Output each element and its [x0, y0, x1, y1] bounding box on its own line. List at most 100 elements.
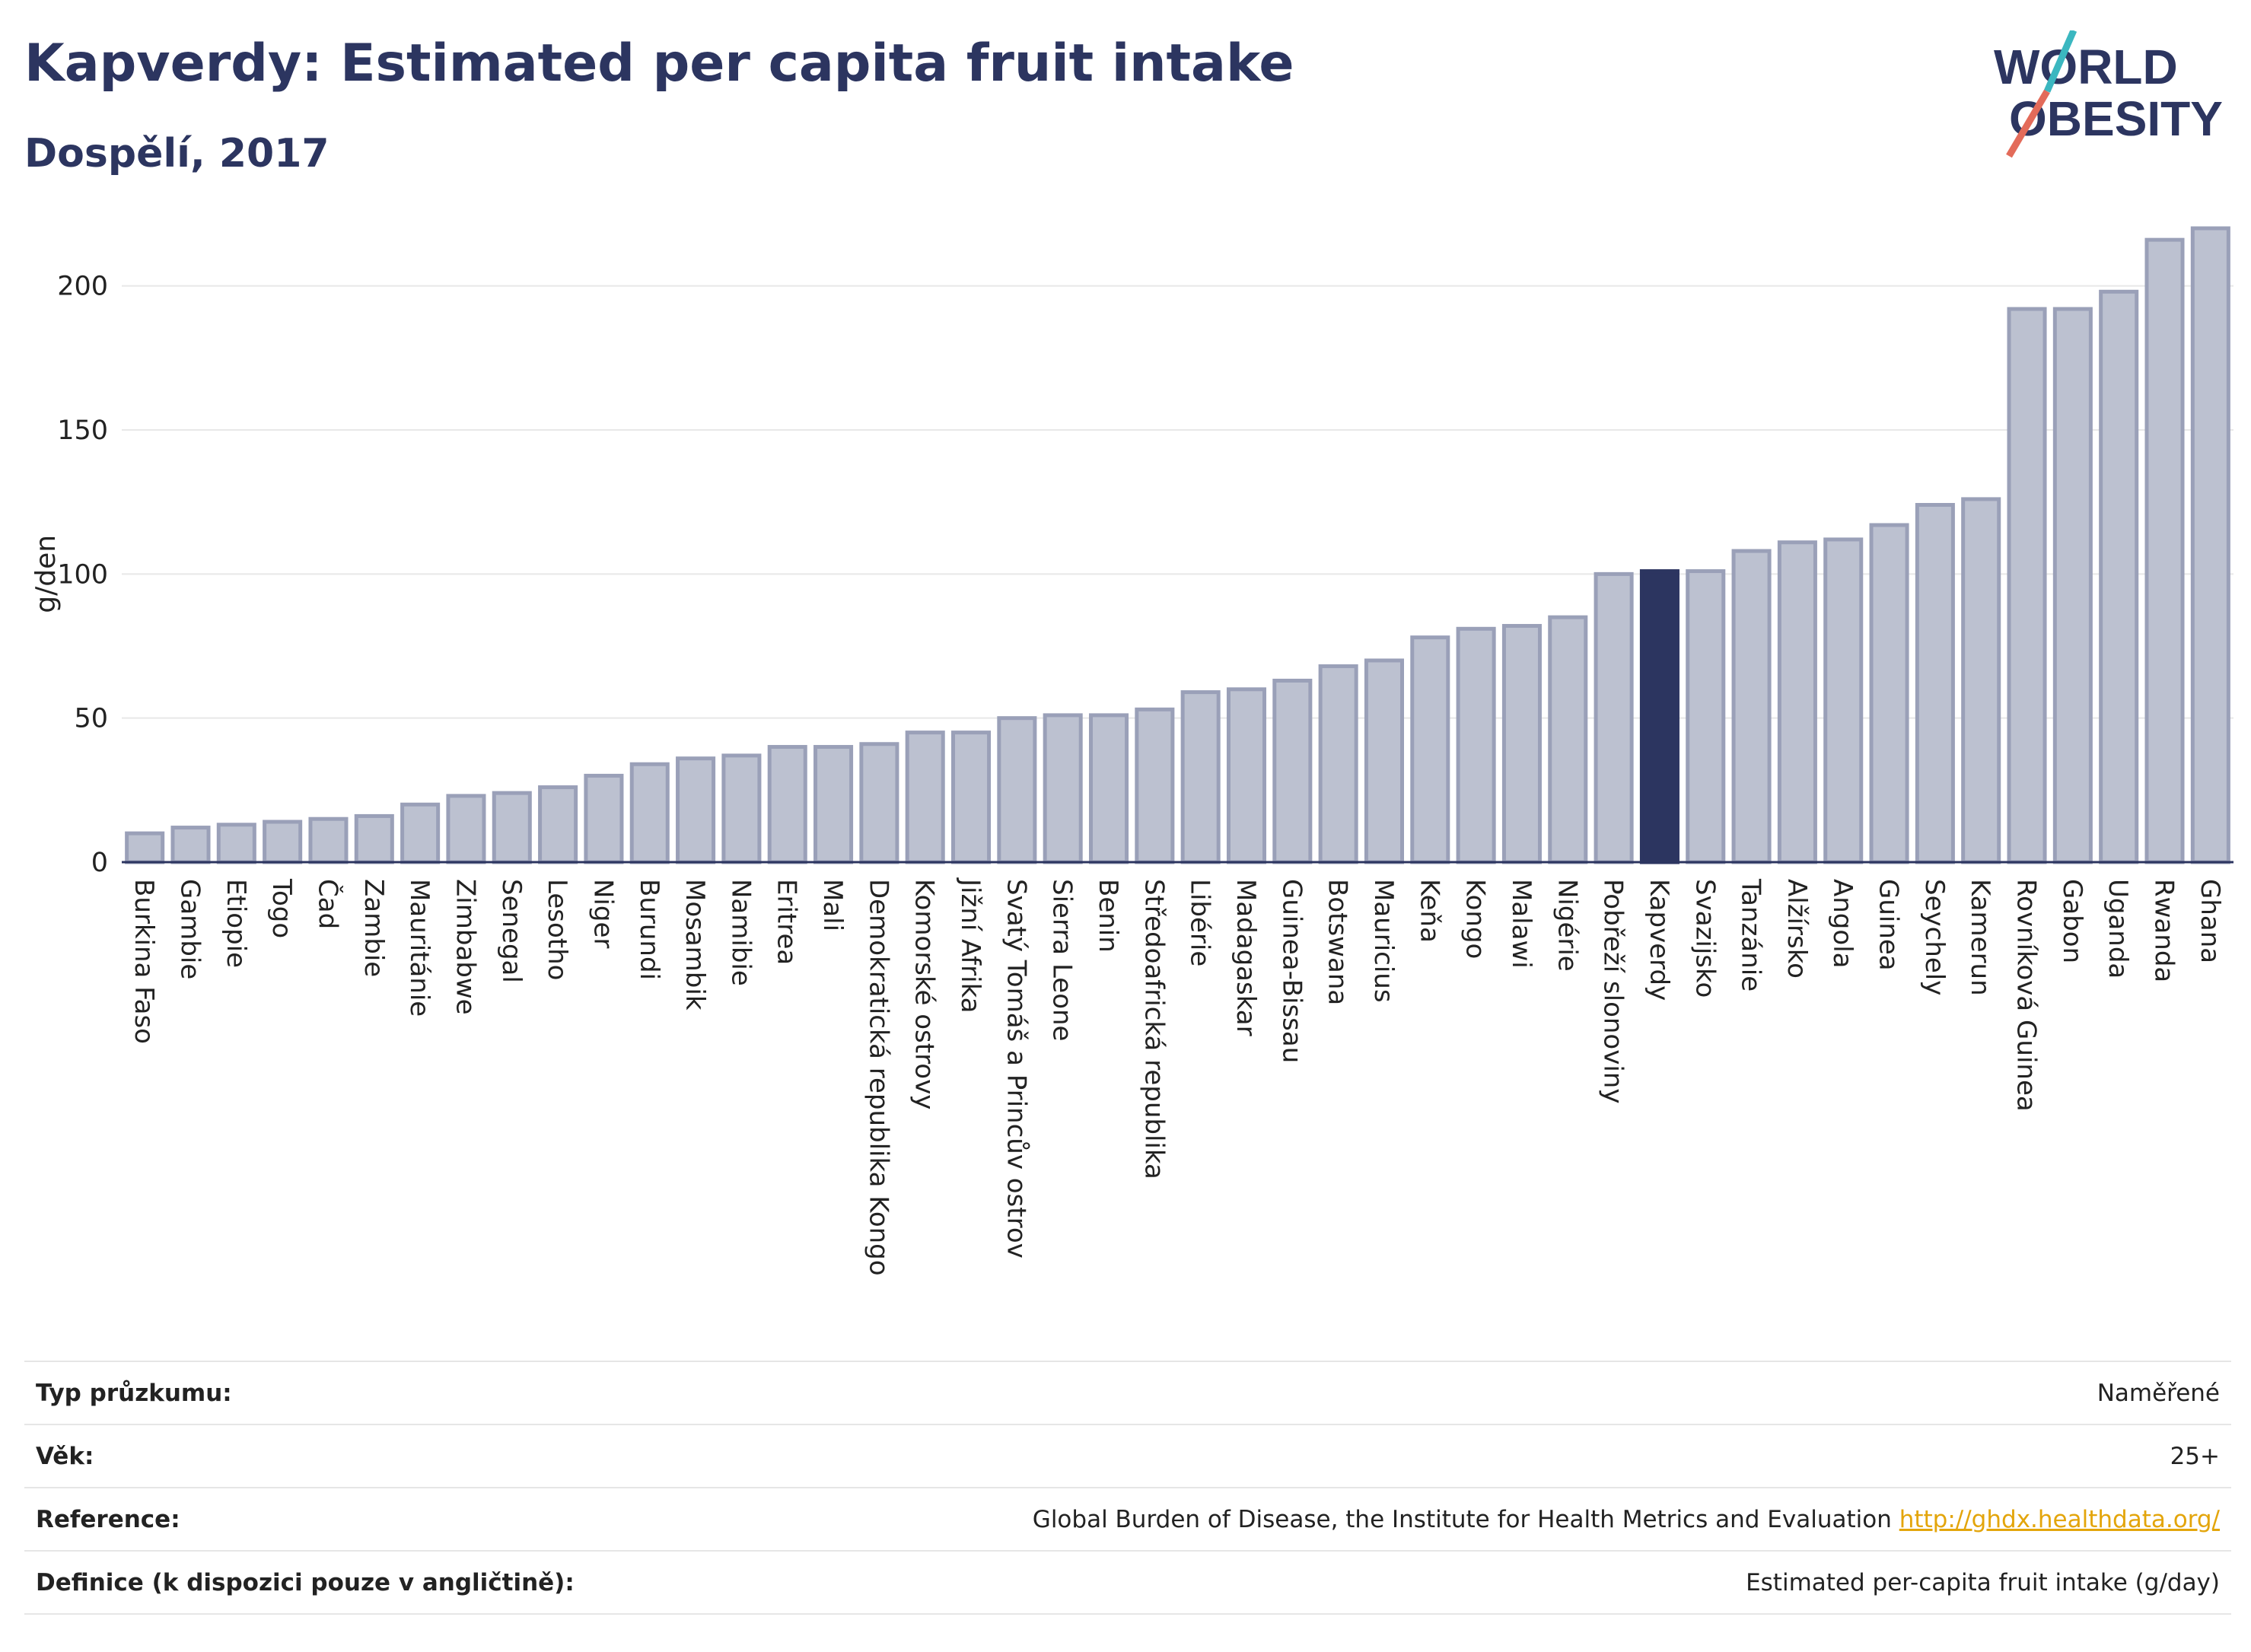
bar[interactable] [1823, 537, 1864, 864]
bar[interactable] [1456, 626, 1496, 864]
bar[interactable] [125, 831, 165, 864]
x-tick-label: Madagaskar [1231, 879, 1261, 1036]
x-tick-label: Seychely [1919, 879, 1950, 995]
reference-link[interactable]: http://ghdx.healthdata.org/ [1899, 1505, 2220, 1533]
bar[interactable] [263, 820, 303, 864]
x-tick-label: Nigérie [1552, 879, 1582, 972]
bar[interactable] [1088, 713, 1129, 864]
x-tick-label: Středoafrická republika [1138, 879, 1169, 1179]
x-tick-labels: Burkina Faso Gambie Etiopie Togo Čad Zambie Ma… [129, 877, 2225, 1276]
bar[interactable] [1135, 707, 1175, 864]
x-tick-label: Eritrea [772, 879, 802, 965]
axes: 0 50 100 150 200 g/den [30, 272, 2233, 878]
x-tick-label: Sierra Leone [1047, 879, 1078, 1041]
bar[interactable] [629, 762, 670, 864]
x-tick-label: Togo [266, 878, 297, 938]
bar-highlighted[interactable] [1639, 569, 1679, 864]
x-tick-label: Alžírsko [1781, 879, 1812, 979]
x-tick-label: Mosambik [680, 879, 710, 1011]
x-tick-label: Zambie [358, 879, 389, 977]
bar[interactable] [721, 753, 762, 864]
x-tick-label: Uganda [2103, 879, 2133, 979]
bar[interactable] [1226, 687, 1267, 864]
logo-accent-teal [2043, 30, 2077, 93]
bar[interactable] [859, 742, 899, 864]
bar[interactable] [492, 791, 532, 864]
bar[interactable] [951, 731, 992, 864]
info-value: Global Burden of Disease, the Institute … [724, 1488, 2231, 1551]
bar[interactable] [1594, 571, 1634, 864]
x-tick-label: Demokratická republika Kongo [863, 879, 893, 1276]
y-tick-label: 50 [74, 704, 108, 734]
logo-line1: WORLD [1994, 40, 2178, 94]
x-tick-label: Jižní Afrika [955, 877, 985, 1014]
bar[interactable] [1961, 497, 2001, 864]
bar[interactable] [2052, 307, 2093, 864]
bar[interactable] [1180, 690, 1221, 864]
bar[interactable] [308, 816, 349, 864]
x-tick-label: Čad [312, 879, 343, 929]
x-tick-label: Senegal [496, 879, 527, 983]
bar[interactable] [1731, 549, 1772, 864]
world-obesity-logo: WORLD OBESITY [1994, 30, 2223, 158]
bar[interactable] [767, 745, 807, 864]
bar[interactable] [538, 785, 578, 864]
bar[interactable] [813, 745, 854, 864]
x-tick-label: Komorské ostrovy [909, 879, 940, 1109]
bar[interactable] [1272, 678, 1313, 864]
x-tick-label: Kamerun [1965, 879, 1995, 996]
x-tick-label: Mauritánie [404, 879, 435, 1017]
info-value: Naměřené [2097, 1379, 2220, 1407]
x-tick-label: Guinea [1874, 879, 1904, 971]
bar[interactable] [1777, 540, 1817, 864]
y-axis-title: g/den [30, 535, 62, 613]
bar[interactable] [1548, 615, 1588, 864]
bar-chart: 0 50 100 150 200 g/den Burkina Faso Gambie Etio… [30, 226, 2233, 1276]
bar[interactable] [1869, 523, 1909, 864]
x-tick-label: Namibie [725, 879, 756, 986]
x-tick-label: Guinea-Bissau [1276, 879, 1307, 1063]
bar[interactable] [905, 731, 945, 864]
bars [125, 226, 2230, 864]
bar[interactable] [2190, 226, 2230, 864]
info-table: Typ průzkumu: Naměřené Věk: 25+ Referenc… [24, 1361, 2231, 1615]
bar[interactable] [584, 773, 624, 864]
info-row-definition: Definice (k dispozici pouze v angličtině… [24, 1551, 2231, 1614]
bar[interactable] [2099, 289, 2139, 864]
logo-accent-red [2006, 89, 2050, 158]
x-tick-label: Ghana [2195, 879, 2225, 963]
bar[interactable] [446, 794, 486, 864]
bar[interactable] [400, 802, 441, 864]
info-label: Definice (k dispozici pouze v angličtině… [36, 1568, 575, 1596]
info-value: 25+ [2170, 1442, 2220, 1470]
y-tick-label: 100 [57, 559, 108, 590]
x-tick-label: Kongo [1460, 879, 1491, 959]
x-tick-label: Tanzánie [1736, 878, 1766, 992]
bar[interactable] [1686, 569, 1726, 864]
x-tick-label: Kapverdy [1644, 879, 1674, 1001]
x-tick-label: Burundi [634, 879, 664, 980]
x-tick-label: Mauricius [1368, 879, 1399, 1003]
bar[interactable] [216, 823, 256, 864]
bar[interactable] [1364, 658, 1404, 864]
x-tick-label: Rovníková Guinea [2011, 879, 2042, 1112]
bar[interactable] [1501, 624, 1542, 864]
info-row-survey-type: Typ průzkumu: Naměřené [24, 1361, 2231, 1424]
x-tick-label: Burkina Faso [129, 879, 159, 1044]
bar[interactable] [2144, 237, 2185, 864]
info-value: Estimated per-capita fruit intake (g/day… [1746, 1568, 2220, 1596]
bar[interactable] [354, 813, 394, 864]
chart-subtitle: Dospělí, 2017 [24, 131, 330, 177]
bar[interactable] [676, 756, 716, 864]
x-tick-label: Pobřeží slonoviny [1598, 879, 1629, 1103]
bar[interactable] [2007, 307, 2047, 864]
bar[interactable] [997, 716, 1037, 864]
bar[interactable] [1410, 635, 1450, 864]
bar[interactable] [1318, 664, 1358, 864]
x-tick-label: Botswana [1323, 879, 1353, 1005]
y-tick-label: 0 [91, 848, 108, 878]
bar[interactable] [170, 826, 211, 864]
info-row-reference: Reference: Global Burden of Disease, the… [24, 1488, 2231, 1551]
bar[interactable] [1915, 502, 1955, 864]
bar[interactable] [1043, 713, 1083, 864]
